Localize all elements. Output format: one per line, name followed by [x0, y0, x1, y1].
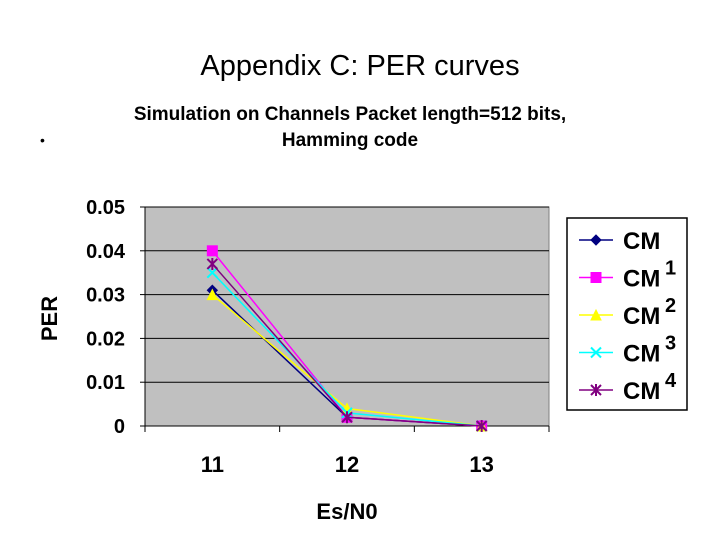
legend-label-2: CM	[623, 303, 660, 330]
data-point-series-4	[475, 420, 488, 432]
legend	[566, 217, 688, 411]
legend-label-1: CM	[623, 266, 660, 293]
y-tick-label: 0.02	[86, 328, 125, 350]
legend-superscript-2: 2	[665, 295, 676, 317]
chart-title-line-2: Hamming code	[281, 130, 419, 151]
y-tick-label: 0.04	[86, 241, 126, 263]
data-point-series-4	[206, 257, 219, 270]
y-tick-label: 0.05	[86, 197, 125, 219]
data-point-series-4	[341, 411, 353, 424]
legend-label-3: CM	[623, 341, 660, 368]
x-tick-label: 12	[335, 452, 359, 477]
legend-marker-3	[590, 346, 602, 359]
legend-marker-2	[590, 308, 602, 321]
legend-label-4: CM	[623, 378, 660, 405]
legend-label-0: CM	[623, 228, 660, 255]
y-tick-label: 0.01	[86, 372, 125, 394]
legend-superscript-4: 4	[665, 370, 677, 392]
data-point-series-2	[206, 288, 219, 301]
chart-title: Simulation on Channels Packet length=512…	[100, 102, 600, 154]
plot-area	[144, 206, 550, 427]
legend-superscript-3: 3	[665, 333, 676, 355]
legend-superscript-1: 1	[665, 258, 676, 280]
legend-marker-1	[590, 272, 602, 283]
y-tick-label: 0.03	[86, 285, 125, 307]
x-tick-label: 11	[201, 452, 224, 477]
chart-title-line-1: Simulation on Channels Packet length=512…	[133, 104, 567, 125]
y-tick-label: 0	[114, 416, 125, 438]
legend-marker-4	[590, 384, 602, 396]
y-axis-title: PER	[37, 296, 62, 341]
data-point-series-3	[206, 266, 219, 279]
x-tick-label: 13	[469, 452, 493, 477]
data-point-series-1	[206, 245, 218, 257]
legend-marker-0	[590, 234, 602, 246]
slide-title: Appendix C: PER curves	[200, 50, 520, 82]
bullet-point: •	[40, 132, 45, 148]
x-axis-title: Es/N0	[316, 499, 377, 524]
